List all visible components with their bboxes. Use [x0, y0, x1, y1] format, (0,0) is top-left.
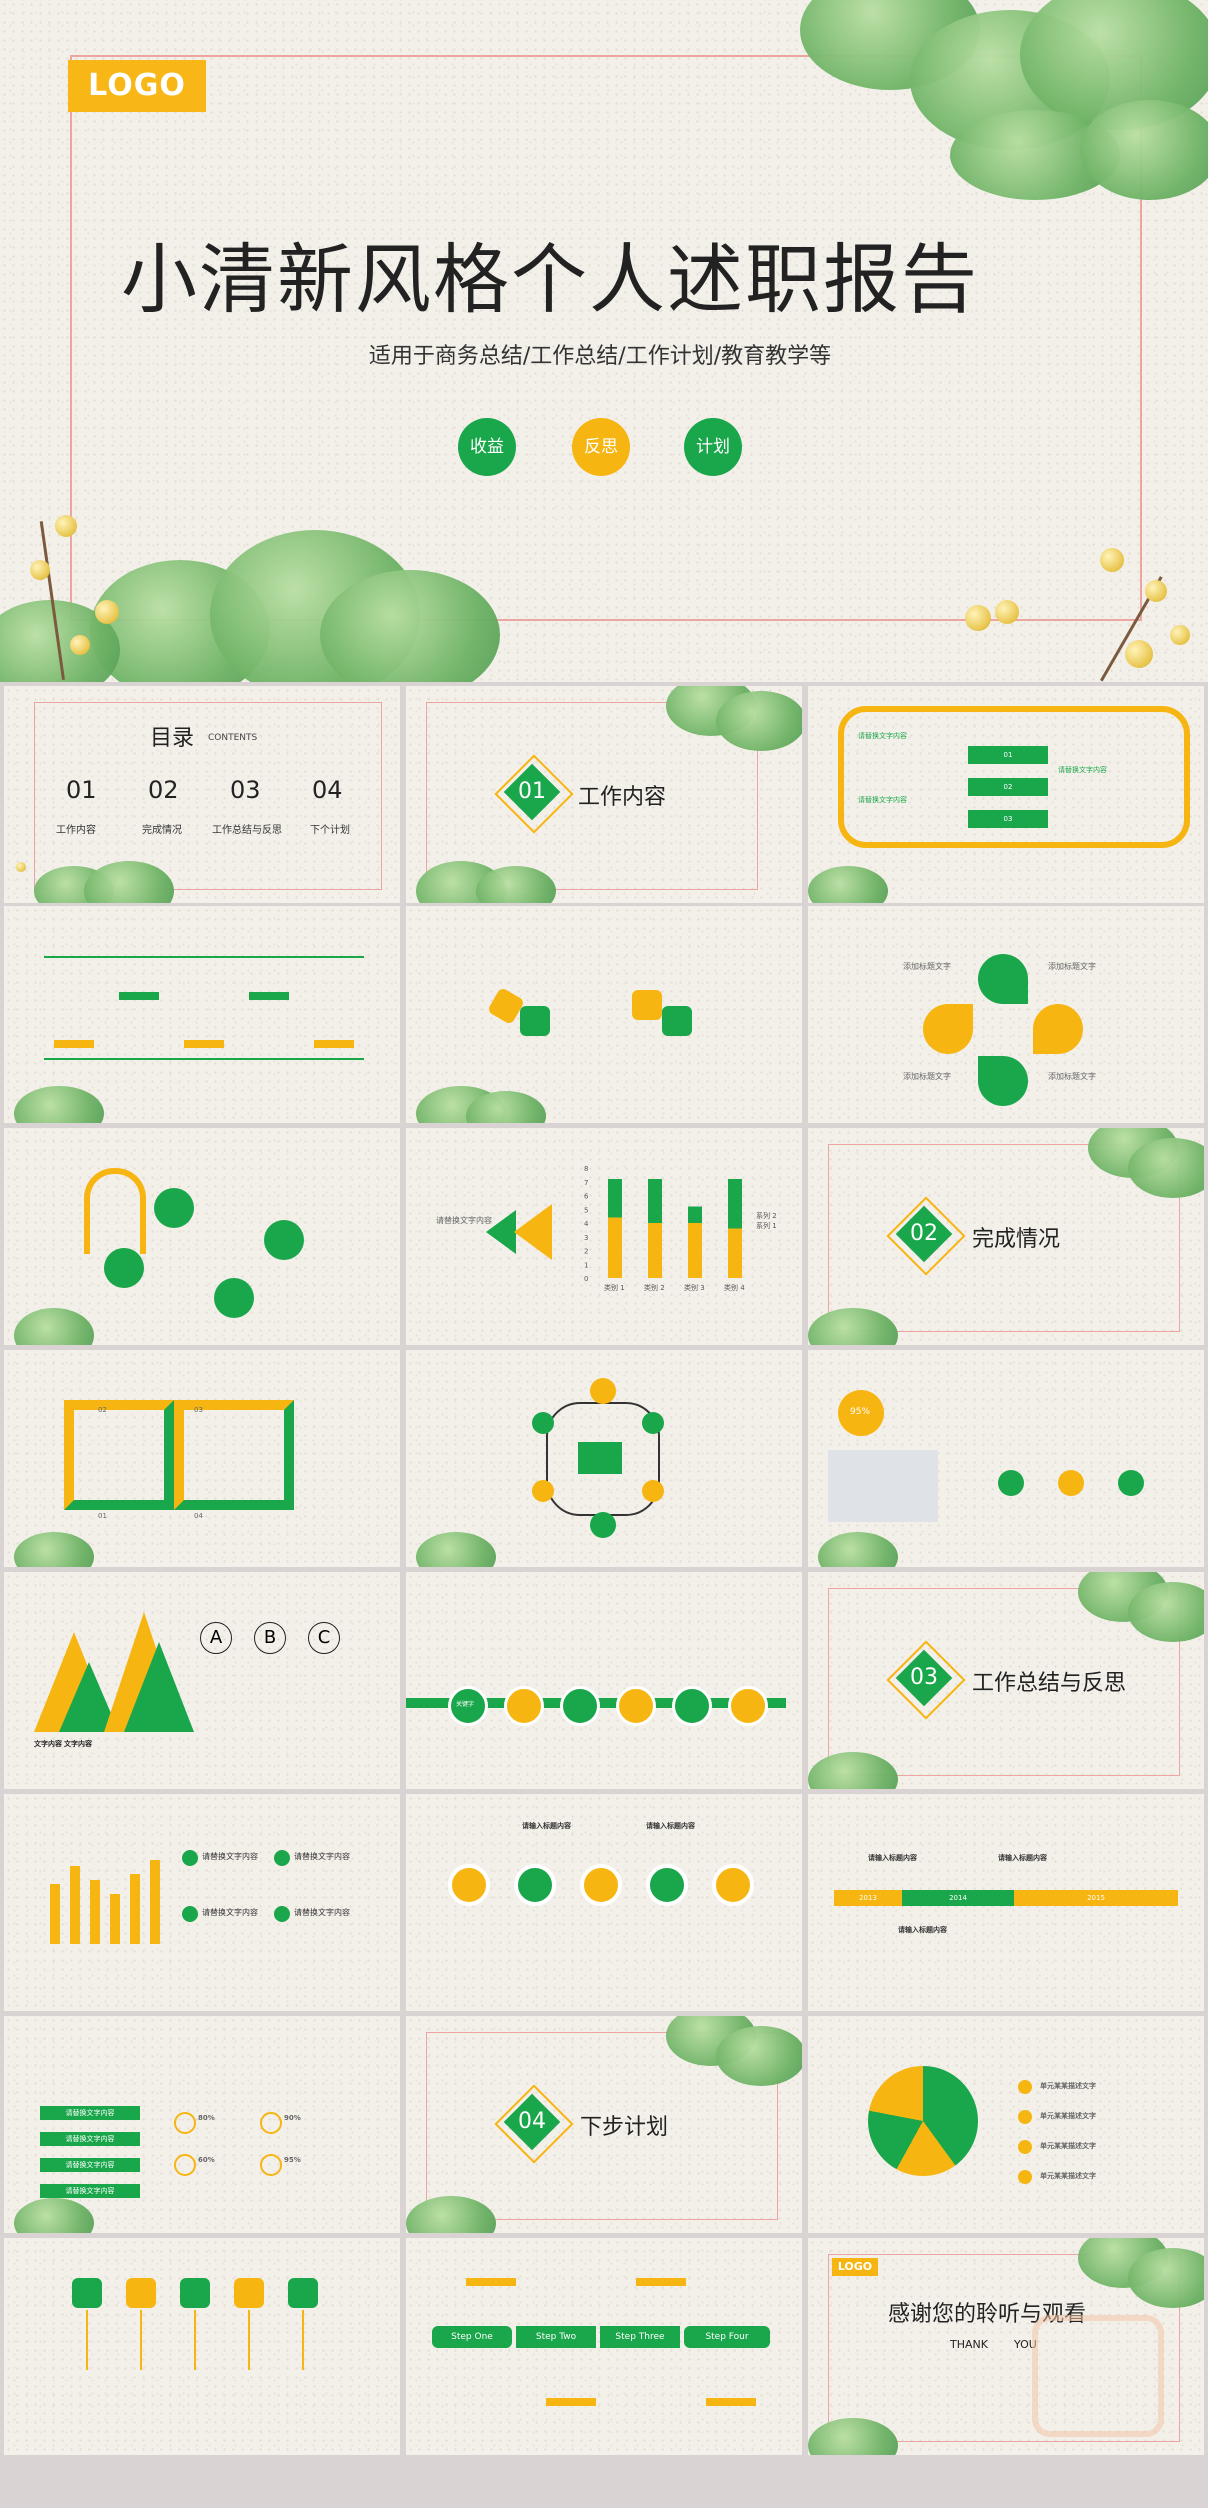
toc-item-2-num: 02 [148, 776, 179, 804]
bar-series-1 [688, 1223, 702, 1278]
year-2014: 2014 [902, 1890, 1014, 1906]
section-number: 01 [518, 779, 546, 804]
petal-right [1033, 1004, 1083, 1054]
x-tick: 类别 4 [724, 1283, 745, 1292]
toc-item-3-label: 工作总结与反思 [212, 825, 282, 836]
bar-series-1 [728, 1228, 742, 1278]
bar-03: 03 [968, 810, 1048, 828]
toc-heading: 目录 [150, 726, 195, 751]
slide-12[interactable]: 95% [808, 1350, 1204, 1567]
watermark-logo [1032, 2315, 1164, 2437]
slide-18[interactable]: 2013 2014 2015 请输入标题内容 请输入标题内容 请输入标题内容 [808, 1794, 1204, 2011]
percent: 95% [850, 1407, 871, 1417]
slide-22[interactable] [4, 2238, 400, 2455]
toc-item-4-label: 下个计划 [310, 825, 350, 836]
step-three: Step Three [600, 2326, 680, 2348]
bar-01: 01 [968, 746, 1048, 764]
legend-entry: 系列 2 [756, 1211, 776, 1220]
bar-series-2 [648, 1179, 662, 1223]
y-tick: 5 [584, 1206, 588, 1214]
slide-10[interactable]: 01 02 03 04 [4, 1350, 400, 1567]
y-tick: 2 [584, 1248, 588, 1256]
slide-section-3[interactable]: 03 工作总结与反思 [808, 1572, 1204, 1789]
y-tick: 1 [584, 1261, 588, 1269]
bar-series-1 [608, 1217, 622, 1278]
cover-frame [70, 55, 1142, 621]
logo-small: LOGO [832, 2258, 878, 2276]
bar-02: 02 [968, 778, 1048, 796]
toc-item-4-num: 04 [312, 776, 343, 804]
slide-6[interactable]: 添加标题文字 添加标题文字 添加标题文字 添加标题文字 [808, 906, 1204, 1123]
y-tick: 4 [584, 1220, 589, 1228]
pill-income: 收益 [458, 418, 516, 476]
toc-heading-en: CONTENTS [208, 733, 258, 743]
x-tick: 类别 3 [684, 1283, 705, 1292]
toc-item-1-num: 01 [66, 776, 97, 804]
thanks-en-2: YOU [1014, 2338, 1037, 2351]
slide-23[interactable]: Step One Step Two Step Three Step Four [406, 2238, 802, 2455]
page-subtitle: 适用于商务总结/工作总结/工作计划/教育教学等 [368, 344, 832, 369]
bar-series-2 [688, 1206, 702, 1223]
bar-series-2 [608, 1179, 622, 1218]
logo: LOGO [68, 60, 206, 112]
slide-5[interactable] [406, 906, 802, 1123]
arrow-green [486, 1210, 516, 1254]
step-one: Step One [432, 2326, 512, 2348]
slide-section-2[interactable]: 02 完成情况 [808, 1128, 1204, 1345]
slide-17[interactable]: 请输入标题内容 请输入标题内容 [406, 1794, 802, 2011]
petal-bottom [978, 1056, 1028, 1106]
toc-item-2-label: 完成情况 [142, 825, 182, 836]
y-tick: 8 [584, 1165, 588, 1173]
toc-item-3-num: 03 [230, 776, 261, 804]
petal-left [923, 1004, 973, 1054]
slide-8-chart[interactable]: 请替换文字内容 0 1 2 3 4 5 6 7 8 类别 1 类别 2 类别 3 类别 4 系列 2 系列 … [406, 1128, 802, 1345]
pill-plan: 计划 [684, 418, 742, 476]
slide-7[interactable] [4, 1128, 400, 1345]
x-tick: 类别 1 [604, 1283, 625, 1292]
slide-section-4[interactable]: 04 下步计划 [406, 2016, 802, 2233]
thanks-text: 感谢您的聆听与观看 [888, 2302, 1087, 2327]
slide-3[interactable]: 01 02 03 请替换文字内容 请替换文字内容 请替换文字内容 [808, 686, 1204, 903]
section-title: 工作内容 [578, 785, 667, 810]
y-tick: 7 [584, 1179, 588, 1187]
photo-placeholder [828, 1450, 938, 1522]
slide-19[interactable]: 请替换文字内容 请替换文字内容 请替换文字内容 请替换文字内容 80% 90% … [4, 2016, 400, 2233]
slide-21-pie[interactable]: 单元某某描述文字 单元某某描述文字 单元某某描述文字 单元某某描述文字 [808, 2016, 1204, 2233]
bar-chart: 0 1 2 3 4 5 6 7 8 类别 1 类别 2 类别 3 类别 4 系列 2系列 1 [584, 1165, 776, 1292]
step-four: Step Four [684, 2326, 770, 2348]
y-tick: 3 [584, 1234, 588, 1242]
petal-top [978, 954, 1028, 1004]
cover-slide: LOGO 小清新风格个人述职报告 适用于商务总结/工作总结/工作计划/教育教学等… [0, 0, 1208, 682]
pie-chart [868, 2066, 978, 2176]
x-tick: 类别 2 [644, 1283, 665, 1292]
pill-reflection: 反思 [572, 418, 630, 476]
slide-thanks[interactable]: LOGO 感谢您的聆听与观看 THANK YOU [808, 2238, 1204, 2455]
slide-16[interactable]: 请替换文字内容 请替换文字内容 请替换文字内容 请替换文字内容 [4, 1794, 400, 2011]
bar-series-1 [648, 1223, 662, 1278]
bar-series-2 [728, 1179, 742, 1229]
y-tick: 0 [584, 1275, 588, 1283]
slide-13[interactable]: A B C 文字内容 文字内容 [4, 1572, 400, 1789]
year-2013: 2013 [834, 1890, 902, 1906]
page-title: 小清新风格个人述职报告 [121, 235, 979, 324]
arrow-yellow [514, 1204, 552, 1260]
berry-decoration [55, 515, 77, 537]
toc-item-1-label: 工作内容 [56, 825, 96, 836]
y-tick: 6 [584, 1193, 589, 1201]
year-2015: 2015 [1014, 1890, 1178, 1906]
legend-entry: 系列 1 [756, 1221, 776, 1230]
slide-4[interactable] [4, 906, 400, 1123]
slide-section-1[interactable]: 01 工作内容 [406, 686, 802, 903]
thanks-en-1: THANK [950, 2338, 988, 2351]
step-two: Step Two [516, 2326, 596, 2348]
slide-toc[interactable]: 目录 CONTENTS 01 02 03 04 工作内容 完成情况 工作总结与反… [4, 686, 400, 903]
slide-14[interactable]: 关键字 [406, 1572, 802, 1789]
slide-11[interactable] [406, 1350, 802, 1567]
